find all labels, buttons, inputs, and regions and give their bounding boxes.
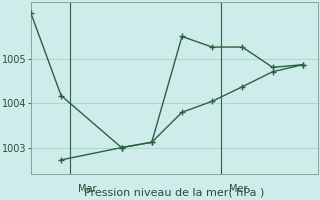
- X-axis label: Pression niveau de la mer( hPa ): Pression niveau de la mer( hPa ): [84, 188, 265, 198]
- Text: Mar: Mar: [78, 184, 96, 194]
- Text: Mer: Mer: [229, 184, 247, 194]
